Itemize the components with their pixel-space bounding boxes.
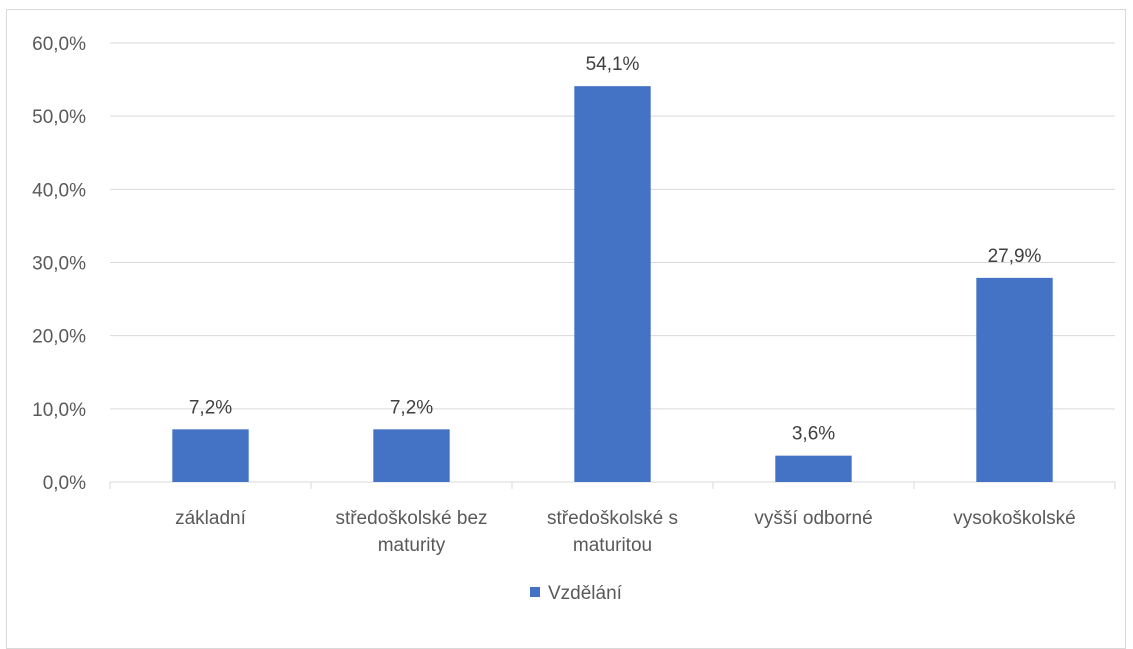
y-tick-label: 20,0%: [32, 327, 86, 348]
data-label: 7,2%: [390, 397, 433, 418]
x-category-label: základní: [175, 508, 246, 529]
bar: [976, 277, 1053, 482]
data-label: 3,6%: [792, 424, 835, 445]
x-category-label: maturitou: [573, 535, 652, 556]
bar: [373, 429, 450, 482]
bar: [574, 86, 651, 482]
legend-swatch: [530, 587, 540, 597]
x-category-label: středoškolské s: [547, 508, 678, 529]
data-label: 54,1%: [586, 54, 640, 75]
legend-label: Vzdělání: [548, 583, 623, 604]
x-category-label: vyšší odborné: [754, 508, 872, 529]
data-label: 27,9%: [988, 246, 1042, 267]
x-category-label: maturity: [378, 535, 446, 556]
y-tick-label: 50,0%: [32, 107, 86, 128]
data-label: 7,2%: [189, 397, 232, 418]
y-tick-label: 30,0%: [32, 254, 86, 275]
x-category-label: vysokoškolské: [953, 508, 1076, 529]
y-tick-label: 10,0%: [32, 400, 86, 421]
bar: [172, 429, 249, 482]
y-tick-label: 60,0%: [32, 34, 86, 55]
y-tick-label: 40,0%: [32, 180, 86, 201]
bar: [775, 455, 852, 482]
bar-chart: 0,0% 10,0% 20,0% 30,0% 40,0% 50,0% 60,0% 7,2% zá…: [32, 34, 1116, 604]
y-tick-label: 0,0%: [43, 473, 86, 494]
x-category-label: středoškolské bez: [335, 508, 487, 529]
